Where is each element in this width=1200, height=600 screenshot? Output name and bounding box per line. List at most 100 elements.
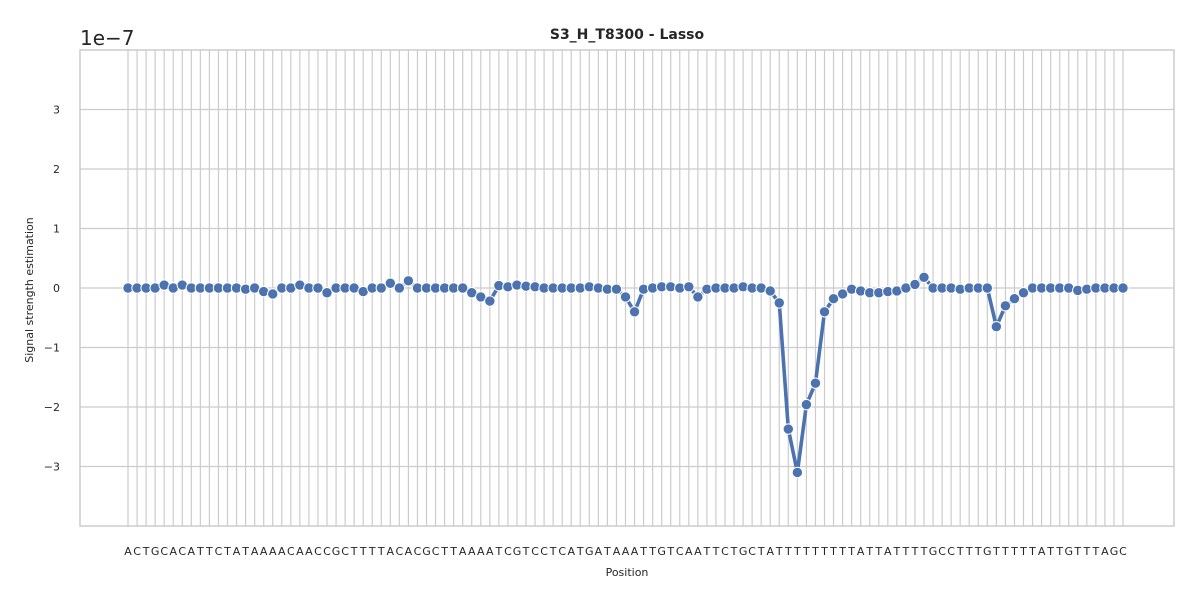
data-point [484, 295, 496, 307]
x-tick-label: T [838, 545, 846, 558]
x-tick-label: T [603, 545, 611, 558]
y-tick-labels: −3 −2 −1 0 1 2 3 [44, 104, 60, 474]
x-tick-label: T [549, 545, 557, 558]
x-tick-label: T [775, 545, 783, 558]
data-point [402, 275, 415, 287]
x-tick-label: C [1119, 545, 1127, 558]
x-tick-label: T [223, 545, 231, 558]
x-tick-label: C [323, 545, 331, 558]
y-axis-label: Signal strength estimation [23, 217, 36, 363]
x-tick-label: G [151, 545, 160, 558]
x-tick-label: G [1110, 545, 1119, 558]
x-tick-label: A [595, 545, 603, 558]
x-tick-label: C [178, 545, 186, 558]
x-tick-label: T [730, 545, 738, 558]
x-tick-label: A [622, 545, 630, 558]
x-tick-label: T [1001, 545, 1009, 558]
x-tick-label: C [540, 545, 548, 558]
data-point [818, 306, 831, 318]
x-tick-label: C [947, 545, 955, 558]
x-tick-label: T [440, 545, 448, 558]
x-tick-label: T [1082, 545, 1090, 558]
x-tick-label: C [287, 545, 295, 558]
x-tick-label: A [766, 545, 774, 558]
x-tick-label: A [1038, 545, 1046, 558]
x-tick-label: T [956, 545, 964, 558]
x-tick-label: T [1091, 545, 1099, 558]
x-tick-label: G [585, 545, 594, 558]
data-point [610, 283, 623, 295]
series-points [122, 271, 1129, 479]
data-point [981, 282, 994, 294]
x-tick-label: A [567, 545, 575, 558]
x-tick-label: T [1019, 545, 1027, 558]
x-tick-label: A [233, 545, 241, 558]
x-axis-label: Position [606, 566, 649, 579]
x-tick-label: T [1046, 545, 1054, 558]
x-tick-label: T [811, 545, 819, 558]
y-tick-label: 2 [53, 163, 60, 176]
x-tick-label: A [459, 545, 467, 558]
x-tick-label: T [911, 545, 919, 558]
x-tick-label: T [368, 545, 376, 558]
data-point [384, 277, 397, 289]
chart-title: S3_H_T8300 - Lasso [550, 27, 705, 43]
x-tick-label: G [739, 545, 748, 558]
x-tick-label: A [269, 545, 277, 558]
data-point [312, 282, 324, 294]
x-tick-label: C [314, 545, 322, 558]
x-tick-label: T [712, 545, 720, 558]
x-tick-label: T [1055, 545, 1063, 558]
x-tick-label: T [241, 545, 249, 558]
x-tick-label: G [657, 545, 666, 558]
x-tick-label: A [260, 545, 268, 558]
x-tick-label: T [142, 545, 150, 558]
x-tick-label: A [884, 545, 892, 558]
x-tick-label: C [160, 545, 168, 558]
x-tick-label: G [513, 545, 522, 558]
x-tick-label: T [865, 545, 873, 558]
x-tick-label: T [829, 545, 837, 558]
x-tick-label: C [558, 545, 566, 558]
x-tick-label: A [188, 545, 196, 558]
data-point [918, 271, 930, 283]
data-point [692, 291, 704, 303]
x-tick-label: A [631, 545, 639, 558]
x-tick-label: C [938, 545, 946, 558]
x-tick-label: C [396, 545, 404, 558]
x-tick-label: A [124, 545, 132, 558]
x-tick-label: G [332, 545, 341, 558]
x-tick-label: T [205, 545, 213, 558]
data-point [456, 282, 469, 294]
x-tick-label: T [784, 545, 792, 558]
x-tick-label: T [576, 545, 584, 558]
x-tick-label: T [359, 545, 367, 558]
x-tick-label: T [874, 545, 882, 558]
x-tick-label: A [685, 545, 693, 558]
x-tick-label: A [305, 545, 313, 558]
x-tick-label: A [405, 545, 413, 558]
data-point [1117, 282, 1129, 294]
x-tick-label: A [857, 545, 865, 558]
x-tick-label: T [666, 545, 674, 558]
x-tick-label: C [748, 545, 756, 558]
y-tick-label: 3 [53, 104, 60, 117]
x-tick-label: T [802, 545, 810, 558]
y-tick-label: 0 [53, 282, 60, 295]
x-tick-label: C [531, 545, 539, 558]
x-tick-label: A [296, 545, 304, 558]
data-point [791, 466, 804, 479]
data-point [267, 288, 279, 300]
x-tick-label: T [377, 545, 385, 558]
y-tick-label: −1 [44, 342, 60, 355]
data-point [393, 282, 406, 294]
x-tick-label: C [133, 545, 141, 558]
x-tick-label: A [694, 545, 702, 558]
data-point [321, 287, 333, 299]
x-tick-label: C [215, 545, 223, 558]
x-tick-label: T [974, 545, 982, 558]
x-tick-label: T [902, 545, 910, 558]
x-tick-label: T [892, 545, 900, 558]
